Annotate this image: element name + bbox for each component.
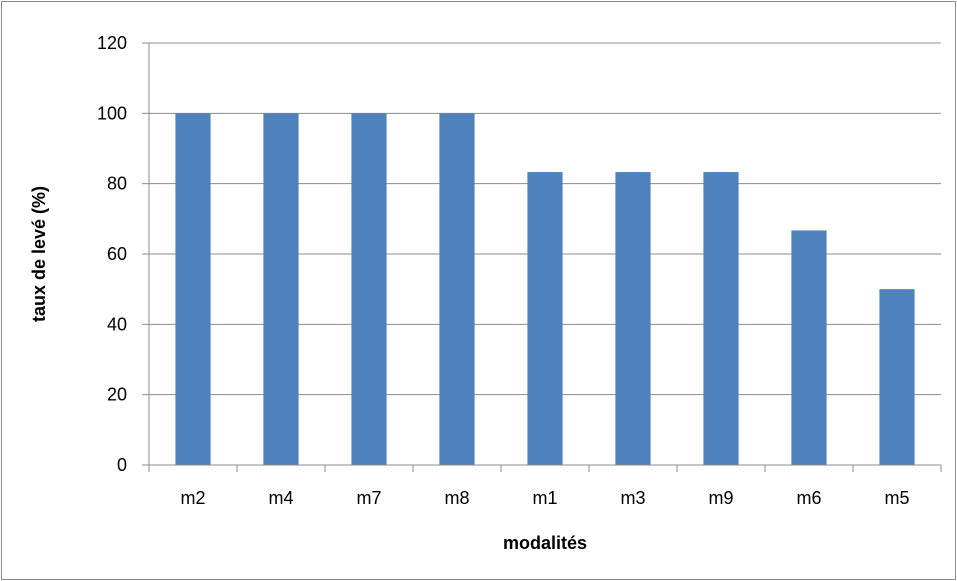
bar-m2 xyxy=(175,113,211,465)
bar-m4 xyxy=(263,113,299,465)
x-tick-label: m2 xyxy=(180,488,205,508)
bar-m9 xyxy=(703,172,739,466)
bar-m6 xyxy=(791,230,827,465)
x-tick-label: m4 xyxy=(268,488,293,508)
x-tick-label: m8 xyxy=(444,488,469,508)
y-tick-label: 40 xyxy=(107,314,127,334)
x-tick-labels: m2 m4 m7 m8 m1 m3 m9 m6 m5 xyxy=(180,488,909,508)
x-tick-label: m5 xyxy=(884,488,909,508)
y-axis-title: taux de levé (%) xyxy=(29,186,49,322)
x-tick-label: m6 xyxy=(796,488,821,508)
axes xyxy=(142,42,942,472)
y-tick-label: 20 xyxy=(107,385,127,405)
bar-m3 xyxy=(615,172,651,466)
y-tick-label: 60 xyxy=(107,244,127,264)
x-axis-title: modalités xyxy=(503,533,587,553)
x-tick-label: m9 xyxy=(708,488,733,508)
y-tick-label: 120 xyxy=(97,33,127,53)
bar-m5 xyxy=(879,289,915,465)
bar-m8 xyxy=(439,113,475,465)
y-tick-label: 80 xyxy=(107,174,127,194)
bars xyxy=(175,113,915,466)
x-tick-label: m1 xyxy=(532,488,557,508)
bar-m7 xyxy=(351,113,387,465)
y-tick-label: 0 xyxy=(117,455,127,475)
bar-m1 xyxy=(527,172,563,466)
x-tick-label: m3 xyxy=(620,488,645,508)
y-tick-label: 100 xyxy=(97,103,127,123)
x-tick-label: m7 xyxy=(356,488,381,508)
y-tick-labels: 0 20 40 60 80 100 120 xyxy=(97,33,127,475)
